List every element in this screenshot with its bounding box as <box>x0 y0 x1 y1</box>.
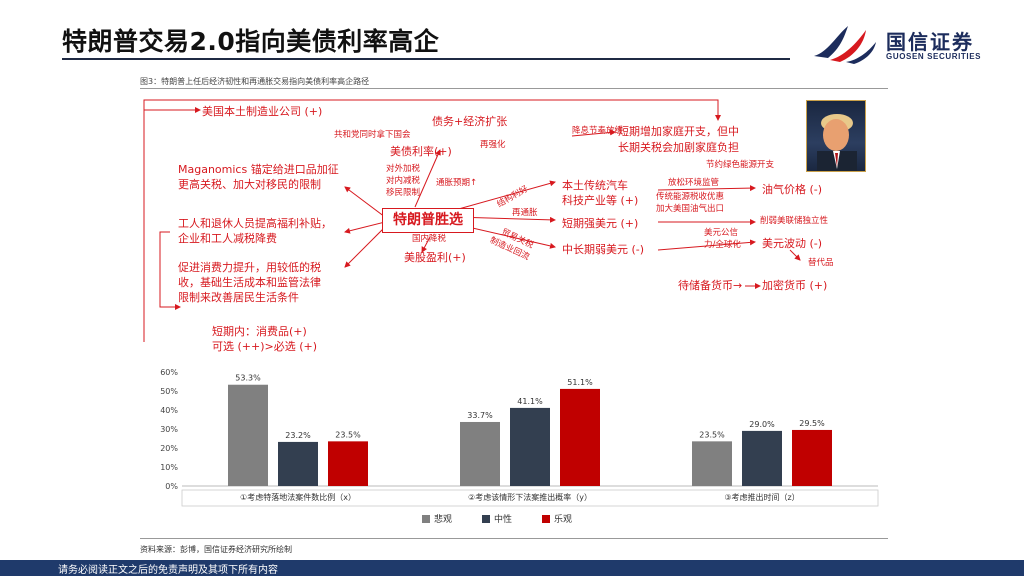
node-inflation-exp: 通胀预期↑ <box>436 178 478 188</box>
node-traditional-auto: 本土传统汽车 <box>562 179 628 192</box>
bar-乐观 <box>560 388 600 486</box>
source-divider <box>140 538 888 539</box>
node-welfare: 工人和退休人员提高福利补贴， <box>178 217 332 230</box>
node-fed-independence: 削弱美联储独立性 <box>760 216 829 226</box>
legend-label: 中性 <box>494 513 512 525</box>
legend-label: 乐观 <box>554 513 572 525</box>
node-usd-credibility: 美元公信 <box>704 228 739 238</box>
x-category-label: ③考虑推出时间（z） <box>724 492 799 502</box>
footer-disclaimer: 请务必阅读正文之后的免责声明及其项下所有内容 <box>58 565 278 576</box>
node-rate-cut: 降息节奏放缓 <box>572 126 624 136</box>
legend-swatch <box>482 515 490 523</box>
legend-swatch <box>542 515 550 523</box>
bar-value-label: 41.1% <box>517 397 543 406</box>
node-crypto: 加密货币 (+) <box>762 279 828 292</box>
node-deregulation: 放松环境监管 <box>668 178 720 188</box>
bar-value-label: 23.2% <box>285 431 311 440</box>
bar-乐观 <box>792 429 832 486</box>
node-oil-export: 加大美国油气出口 <box>656 204 725 214</box>
source-note: 资料来源：彭博，国信证券经济研究所绘制 <box>140 545 292 554</box>
y-tick-label: 10% <box>160 463 178 472</box>
node-trump-wins: 特朗普胜选 <box>382 208 474 233</box>
node-immigration: 移民限制 <box>386 188 421 198</box>
node-consumption-3: 限制来改善居民生活条件 <box>178 291 299 304</box>
y-tick-label: 60% <box>160 368 178 377</box>
legend-label: 悲观 <box>434 513 452 525</box>
label-reflation: 再通胀 <box>512 208 538 218</box>
y-tick-label: 50% <box>160 387 178 396</box>
bar-中性 <box>278 441 318 486</box>
bar-悲观 <box>460 421 500 486</box>
node-domestic-tax: 国内降税 <box>412 234 447 244</box>
node-tax-cut: 企业和工人减税降费 <box>178 232 277 245</box>
logo-name-en: GUOSEN SECURITIES <box>886 52 982 61</box>
node-congress: 共和党同时拿下国会 <box>334 130 411 140</box>
y-tick-label: 30% <box>160 425 178 434</box>
y-tick-label: 0% <box>165 482 178 491</box>
bar-中性 <box>742 430 782 486</box>
caption-divider <box>140 88 888 89</box>
category-frame <box>181 489 879 507</box>
x-category-label: ①考虑特落地法案件数比例（x） <box>240 492 356 502</box>
node-us-manufacturing: 美国本土制造业公司 (+) <box>202 105 323 118</box>
flow-diagram: 美国本土制造业公司 (+) Maganomics 锚定给进口品加征 更高关税、加… <box>140 92 888 362</box>
node-strong-usd: 短期强美元 (+) <box>562 217 639 230</box>
figure-caption: 图3：特朗普上任后经济韧性和再通胀交易指向美债利率高企路径 <box>140 77 370 86</box>
node-short-term-consumer: 短期内：消费品(+) <box>212 325 307 338</box>
node-short-term-home: 短期增加家庭开支，但中 <box>618 125 739 138</box>
bar-value-label: 29.0% <box>749 420 775 429</box>
node-consumption-1: 促进消费力提升，用较低的税 <box>178 261 321 274</box>
node-globalization: 力/全球化 <box>704 240 741 250</box>
node-tax-incentive: 传统能源税收优惠 <box>656 192 725 202</box>
bar-悲观 <box>692 441 732 486</box>
legend-swatch <box>422 515 430 523</box>
y-tick-label: 40% <box>160 406 178 415</box>
node-substitute: 替代品 <box>808 258 834 268</box>
bar-value-label: 29.5% <box>799 419 825 428</box>
bar-value-label: 33.7% <box>467 411 493 420</box>
node-weak-usd: 中长期弱美元 (-) <box>562 243 645 256</box>
portrait-illustration-icon <box>817 114 857 171</box>
node-debt-growth: 债务+经济扩张 <box>432 115 508 128</box>
title-divider <box>62 58 790 60</box>
bar-value-label: 23.5% <box>699 430 725 439</box>
node-long-term-home: 长期关税会加剧家庭负担 <box>618 141 739 154</box>
x-category-label: ②考虑该情形下法案推出概率（y） <box>468 492 592 502</box>
y-tick-label: 20% <box>160 444 178 453</box>
page-title: 特朗普交易2.0指向美债利率高企 <box>62 27 440 56</box>
logo-name-cn: 国信证券 <box>886 30 974 54</box>
node-ext-tariff: 对外加税 <box>386 164 421 174</box>
node-consumption-2: 收，基础生活成本和监管法律 <box>178 276 321 289</box>
node-reserve-currency: 待储备货币→ <box>678 279 743 292</box>
bar-value-label: 23.5% <box>335 430 361 439</box>
node-new-energy: 节约绿色能源开支 <box>706 160 775 170</box>
bar-value-label: 51.1% <box>567 378 593 387</box>
node-tariffs: 更高关税、加大对移民的限制 <box>178 178 321 191</box>
bar-chart: 0% 10% 20% 30% 40% 50% 60% 53.3% 23.2% 23.5% ①考虑特落… <box>160 368 879 525</box>
footer-bar: 请务必阅读正文之后的免责声明及其项下所有内容 <box>0 560 1024 576</box>
node-treasury-rate: 美债利率(+) <box>390 145 452 158</box>
bar-value-label: 53.3% <box>235 374 261 383</box>
bar-乐观 <box>328 441 368 486</box>
node-oil-price: 油气价格 (-) <box>762 183 823 196</box>
bar-中性 <box>510 407 550 486</box>
guosen-logo-icon <box>814 26 876 64</box>
bar-悲观 <box>228 384 268 486</box>
node-us-stock: 美股盈利(+) <box>404 251 466 264</box>
node-usd-volatility: 美元波动 (-) <box>762 237 823 250</box>
node-tech-industry: 科技产业等 (+) <box>562 194 639 207</box>
node-discretionary: 可选 (++)>必选 (+) <box>212 340 318 353</box>
node-int-tax: 对内减税 <box>386 176 421 186</box>
node-maganomics: Maganomics 锚定给进口品加征 <box>178 163 339 176</box>
node-strengthen: 再强化 <box>480 140 506 150</box>
trump-portrait <box>806 100 866 172</box>
